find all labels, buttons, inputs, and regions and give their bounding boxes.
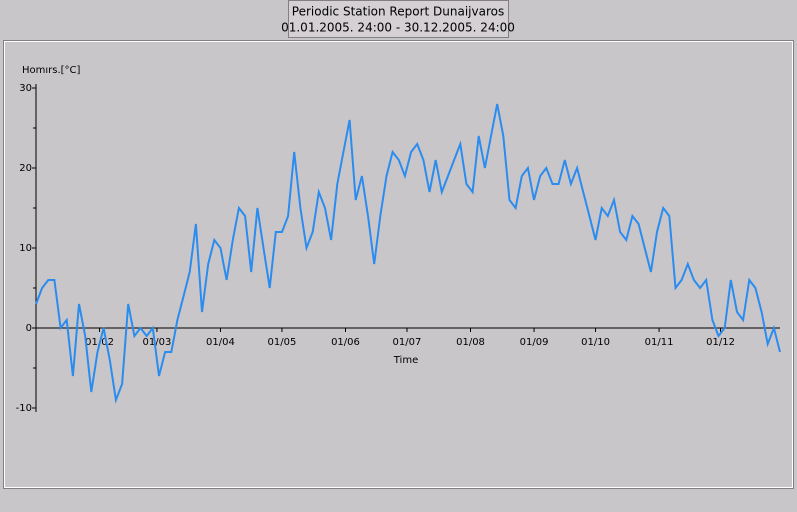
y-tick-label: -10 (16, 403, 32, 414)
x-tick-label: 01/10 (581, 337, 610, 348)
title-box (288, 0, 509, 38)
x-tick-label: 01/08 (456, 337, 485, 348)
x-tick-label: 01/12 (706, 337, 735, 348)
chart-frame-highlight (4, 41, 793, 488)
x-tick-label: 01/05 (268, 337, 297, 348)
x-tick-label: 01/09 (520, 337, 549, 348)
y-axis-label: Homırs.[°C] (22, 65, 81, 76)
y-tick-label: 20 (19, 163, 32, 174)
x-axis-label: Time (393, 355, 418, 366)
chart-frame (3, 40, 794, 489)
y-tick-label: 30 (19, 83, 32, 94)
y-tick-label: 0 (26, 323, 32, 334)
x-tick-label: 01/07 (393, 337, 422, 348)
chart-title: Periodic Station Report Dunaijvaros (292, 5, 504, 19)
chart-subtitle: 01.01.2005. 24:00 - 30.12.2005. 24:00 (281, 21, 515, 35)
x-tick-label: 01/03 (143, 337, 172, 348)
x-tick-label: 01/06 (331, 337, 360, 348)
y-tick-label: 10 (19, 243, 32, 254)
x-tick-label: 01/04 (206, 337, 235, 348)
data-line (35, 103, 781, 404)
x-tick-label: 01/11 (645, 337, 674, 348)
